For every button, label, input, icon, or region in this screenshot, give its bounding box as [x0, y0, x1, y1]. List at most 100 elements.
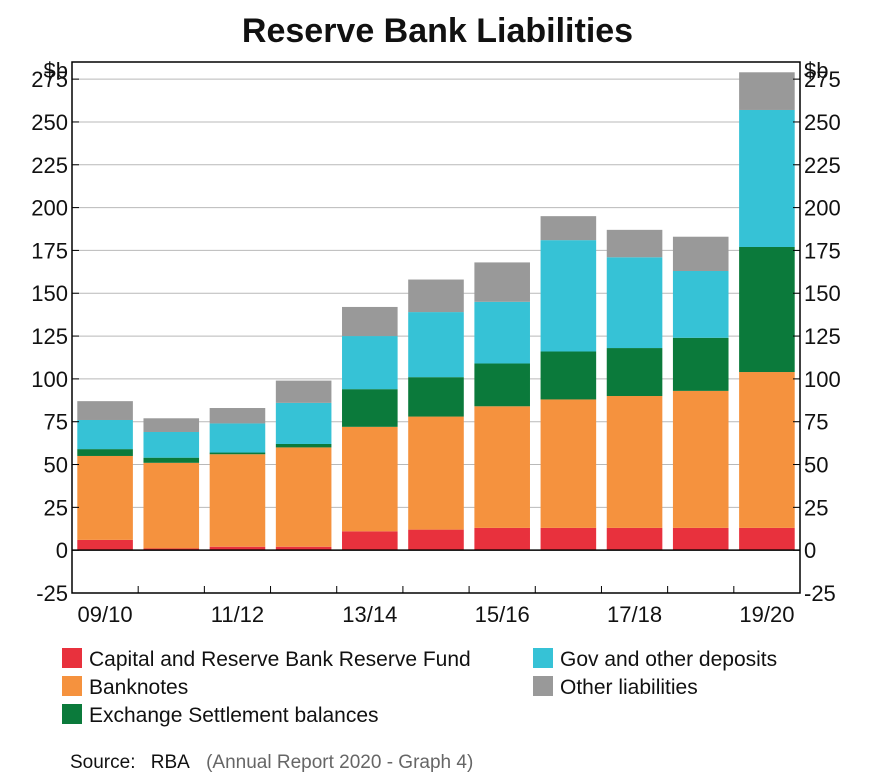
legend-swatch: [62, 676, 82, 696]
legend-swatch: [62, 648, 82, 668]
y-tick-label-left: 25: [44, 495, 68, 520]
bar-segment: [672, 270, 729, 338]
bar-segment: [672, 337, 729, 391]
bar-segment: [342, 306, 398, 337]
legend-label: Banknotes: [89, 676, 188, 699]
y-tick-label-left: 250: [31, 110, 68, 135]
bar-segment: [275, 402, 332, 444]
y-tick-label-left: 0: [56, 538, 68, 563]
legend-label: Capital and Reserve Bank Reserve Fund: [89, 648, 471, 671]
bar-segment: [739, 72, 795, 110]
bar-segment: [408, 377, 464, 417]
y-tick-label-right: 25: [804, 495, 828, 520]
bar-segment: [739, 109, 795, 247]
bar-segment: [275, 443, 332, 448]
y-tick-label-left: -25: [36, 581, 68, 606]
bar-segment: [474, 301, 530, 364]
legend-swatch: [533, 648, 553, 668]
legend-label: Other liabilities: [560, 676, 698, 699]
bar-segment: [342, 336, 398, 390]
bar-segment: [77, 401, 133, 420]
x-tick-label: 15/16: [475, 602, 530, 627]
bar-chart: -25 -25 0 0 25 25 50 50 75 75 100 100 125 125 150 150 17…: [31, 58, 841, 727]
y-tick-label-right: 225: [804, 153, 841, 178]
bar-segment: [606, 229, 663, 258]
bar-segment: [143, 431, 200, 458]
y-tick-label-right: 50: [804, 453, 828, 478]
y-unit-left: $b: [44, 58, 68, 83]
bar-segment: [77, 539, 133, 551]
bar-segment: [540, 216, 597, 241]
y-tick-label-right: 75: [804, 410, 828, 435]
y-tick-label-right: -25: [804, 581, 836, 606]
legend-label: Gov and other deposits: [560, 648, 777, 671]
bar-segment: [672, 236, 729, 271]
bar-segment: [77, 455, 133, 540]
x-tick-label: 11/12: [211, 602, 264, 627]
y-tick-label-right: 125: [804, 324, 841, 349]
bar-segment: [540, 351, 597, 400]
y-tick-label-left: 100: [31, 367, 68, 392]
y-tick-label-right: 250: [804, 110, 841, 135]
plot-frame: [71, 61, 801, 594]
legend-label: Exchange Settlement balances: [89, 704, 379, 727]
bar-segment: [739, 372, 795, 528]
bar-segment: [474, 262, 530, 302]
bar-segment: [474, 527, 530, 551]
bar-segment: [540, 527, 597, 551]
bar-segment: [143, 418, 200, 432]
y-tick-label-right: 150: [804, 281, 841, 306]
y-tick-label-right: 275: [804, 67, 841, 92]
y-tick-label-left: 125: [31, 324, 68, 349]
x-tick-label: 19/20: [739, 602, 794, 627]
bar-segment: [209, 452, 266, 455]
bar-segment: [209, 408, 266, 424]
bar-segment: [474, 406, 530, 528]
bar-segment: [143, 548, 200, 551]
bar-segment: [474, 363, 530, 407]
bar-segment: [342, 389, 398, 427]
bar-segment: [77, 420, 133, 450]
y-unit-right: $b: [804, 58, 828, 83]
bar-segment: [275, 447, 332, 547]
y-tick-label-left: 50: [44, 453, 68, 478]
bar-segment: [143, 462, 200, 549]
bar-segment: [275, 380, 332, 403]
y-tick-label-left: 275: [31, 67, 68, 92]
y-tick-label-right: 200: [804, 196, 841, 221]
bar-segment: [275, 546, 332, 551]
bar-segment: [540, 399, 597, 528]
y-tick-label-left: 75: [44, 410, 68, 435]
x-tick-label: 17/18: [607, 602, 662, 627]
bar-segment: [342, 531, 398, 551]
bar-segment: [342, 426, 398, 532]
y-tick-label-right: 175: [804, 238, 841, 263]
bar-segment: [209, 454, 266, 547]
bar-segment: [540, 240, 597, 352]
bar-segment: [408, 312, 464, 378]
source-label: Source:: [70, 752, 136, 773]
y-tick-label-left: 200: [31, 196, 68, 221]
y-tick-label-left: 175: [31, 238, 68, 263]
bar-segment: [408, 279, 464, 313]
source-line: Source: RBA (Annual Report 2020 - Graph …: [70, 752, 473, 774]
bar-segment: [143, 457, 200, 463]
bar-segment: [77, 449, 133, 456]
x-tick-label: 13/14: [342, 602, 397, 627]
legend-swatch: [62, 704, 82, 724]
source-name: RBA: [150, 752, 189, 773]
y-tick-label-left: 150: [31, 281, 68, 306]
bar-segment: [408, 529, 464, 551]
bar-segment: [606, 257, 663, 349]
bar-segment: [408, 416, 464, 530]
y-tick-label-right: 100: [804, 367, 841, 392]
bar-segment: [209, 546, 266, 551]
y-tick-label-left: 225: [31, 153, 68, 178]
bar-segment: [739, 246, 795, 373]
bar-segment: [606, 527, 663, 551]
bar-segment: [672, 390, 729, 528]
bar-segment: [672, 527, 729, 551]
source-note: (Annual Report 2020 - Graph 4): [206, 752, 474, 773]
y-tick-label-right: 0: [804, 538, 816, 563]
legend-swatch: [533, 676, 553, 696]
